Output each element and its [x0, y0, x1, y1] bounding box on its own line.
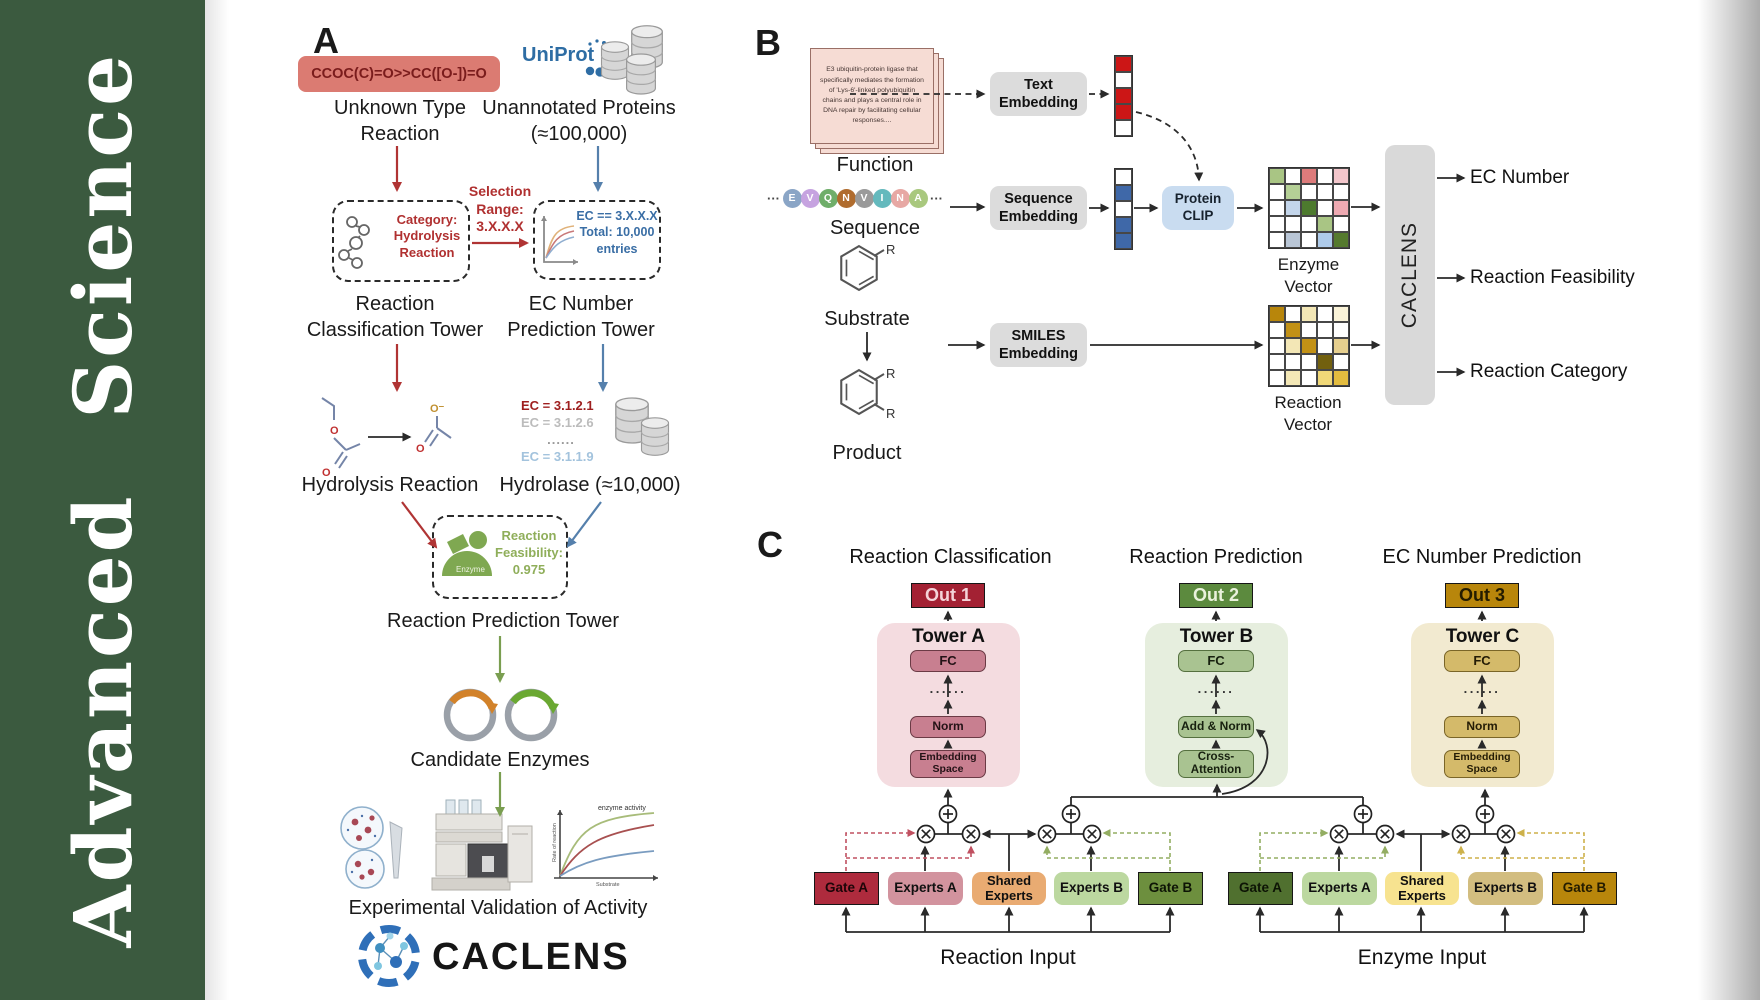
- ellipsis-right: ···: [930, 190, 943, 206]
- enzyme-vector-label: Enzyme Vector: [1277, 255, 1340, 297]
- tower-c-embedding: Embedding Space: [1444, 750, 1520, 778]
- moe-right-shared-experts: Shared Experts: [1385, 872, 1459, 905]
- moe-right-experts-b: Experts B: [1468, 872, 1543, 905]
- title-reaction-classification: Reaction Classification: [849, 546, 1052, 568]
- function-label: Function: [836, 154, 914, 176]
- validation-label: Experimental Validation of Activity: [348, 897, 648, 919]
- caclens-wordmark: CACLENS: [432, 936, 630, 978]
- caclens-bar-label: CACLENS: [1398, 221, 1421, 329]
- moe-right-experts-a: Experts A: [1302, 872, 1377, 905]
- classification-tower-label: Reaction Classification Tower: [306, 293, 484, 341]
- moe-left-shared-experts: Shared Experts: [972, 872, 1046, 905]
- title-ec-number-prediction: EC Number Prediction: [1382, 546, 1582, 568]
- moe-left-experts-a: Experts A: [888, 872, 963, 905]
- candidate-enzymes-label: Candidate Enzymes: [410, 749, 590, 771]
- substrate-label: Substrate: [824, 308, 910, 330]
- selection-range-label: Selection Range: 3.X.X.X: [468, 183, 532, 234]
- ec-item-ellipsis: ......: [547, 431, 575, 447]
- hydrolysis-reaction-label: Hydrolysis Reaction: [301, 474, 479, 496]
- ec-tower-label: EC Number Prediction Tower: [507, 293, 655, 341]
- sequence-embedding-box: Sequence Embedding: [990, 186, 1087, 230]
- text-embedding-box: Text Embedding: [990, 72, 1087, 116]
- out2-box: Out 2: [1179, 583, 1253, 608]
- caclens-model-bar: CACLENS: [1385, 145, 1435, 405]
- tower-c-name: Tower C: [1445, 626, 1520, 647]
- function-cards: E3 ubiquitin-protein ligase that specifi…: [810, 48, 944, 154]
- moe-left-gate-a: Gate A: [814, 872, 879, 905]
- tower-a-norm: Norm: [910, 716, 986, 738]
- protein-clip-box: Protein CLIP: [1162, 186, 1234, 230]
- ellipsis-left: ···: [767, 190, 780, 206]
- unannotated-proteins-label: Unannotated Proteins (≈100,000): [482, 97, 676, 145]
- feasibility-label: Reaction Feasibility: 0.975: [495, 528, 563, 577]
- sequence-vector: [1114, 168, 1133, 250]
- out3-box: Out 3: [1445, 583, 1519, 608]
- reaction-classification-box: [332, 200, 470, 282]
- function-description: E3 ubiquitin-protein ligase that specifi…: [820, 66, 924, 125]
- reaction-vector-grid: [1268, 305, 1350, 387]
- reaction-feasibility-box: [432, 515, 568, 599]
- tower-b-add-norm: Add & Norm: [1178, 716, 1254, 738]
- smiles-reaction-box: CCOC(C)=O>>CC([O-])=O: [298, 56, 500, 92]
- category-hydrolysis-label: Category: Hydrolysis Reaction: [393, 212, 461, 260]
- prediction-tower-label: Reaction Prediction Tower: [387, 610, 619, 632]
- tower-a-fc: FC: [910, 650, 986, 672]
- ec-item: EC = 3.1.1.9: [521, 448, 594, 464]
- smiles-embedding-box: SMILES Embedding: [990, 323, 1087, 367]
- tower-a-name: Tower A: [912, 626, 985, 647]
- enzyme-input-label: Enzyme Input: [1357, 946, 1487, 969]
- tower-b-cross-attention: Cross-Attention: [1178, 750, 1254, 778]
- moe-left-gate-b: Gate B: [1138, 872, 1203, 905]
- panel-b-label: B: [755, 22, 781, 63]
- sequence-label: Sequence: [829, 217, 921, 239]
- enzyme-vector-grid: [1268, 167, 1350, 249]
- journal-sidebar: Advanced Science: [0, 0, 205, 1000]
- function-card-front: E3 ubiquitin-protein ligase that specifi…: [810, 48, 934, 144]
- ec-filter-label: EC == 3.X.X.X Total: 10,000 entries: [576, 209, 658, 256]
- ec-filter-box: [533, 200, 661, 280]
- reaction-vector-label: Reaction Vector: [1274, 393, 1342, 435]
- ec-candidate-list: EC = 3.1.2.1 EC = 3.1.2.6 ...... EC = 3.…: [521, 398, 613, 466]
- ec-item: EC = 3.1.2.1: [521, 398, 594, 413]
- unknown-reaction-label: Unknown Type Reaction: [334, 97, 466, 145]
- moe-right-gate-b: Gate B: [1552, 872, 1617, 905]
- tower-c-fc: FC: [1444, 650, 1520, 672]
- output-reaction-feasibility: Reaction Feasibility: [1470, 267, 1635, 288]
- tower-a-dots: ......: [929, 681, 967, 696]
- uniprot-logo-text: UniProt: [522, 44, 595, 66]
- panel-a-label: A: [313, 20, 339, 61]
- moe-right-gate-a: Gate A: [1228, 872, 1293, 905]
- output-ec-number: EC Number: [1470, 167, 1570, 188]
- product-label: Product: [832, 442, 902, 464]
- tower-b-name: Tower B: [1179, 626, 1254, 647]
- moe-left-experts-b: Experts B: [1054, 872, 1129, 905]
- title-reaction-prediction: Reaction Prediction: [1129, 546, 1303, 568]
- journal-title: Advanced Science: [55, 52, 150, 948]
- reaction-input-label: Reaction Input: [940, 946, 1076, 969]
- tower-c-dots: ......: [1463, 681, 1501, 696]
- output-reaction-category: Reaction Category: [1470, 361, 1628, 382]
- figure-canvas: [205, 0, 1760, 1000]
- out1-box: Out 1: [911, 583, 985, 608]
- tower-a-embedding: Embedding Space: [910, 750, 986, 778]
- tower-b-fc: FC: [1178, 650, 1254, 672]
- tower-b-dots: ......: [1197, 681, 1235, 696]
- tower-c-norm: Norm: [1444, 716, 1520, 738]
- hydrolase-label: Hydrolase (≈10,000): [499, 474, 681, 496]
- ec-item: EC = 3.1.2.6: [521, 414, 594, 430]
- panel-c-label: C: [757, 524, 783, 565]
- text-vector: [1114, 55, 1133, 137]
